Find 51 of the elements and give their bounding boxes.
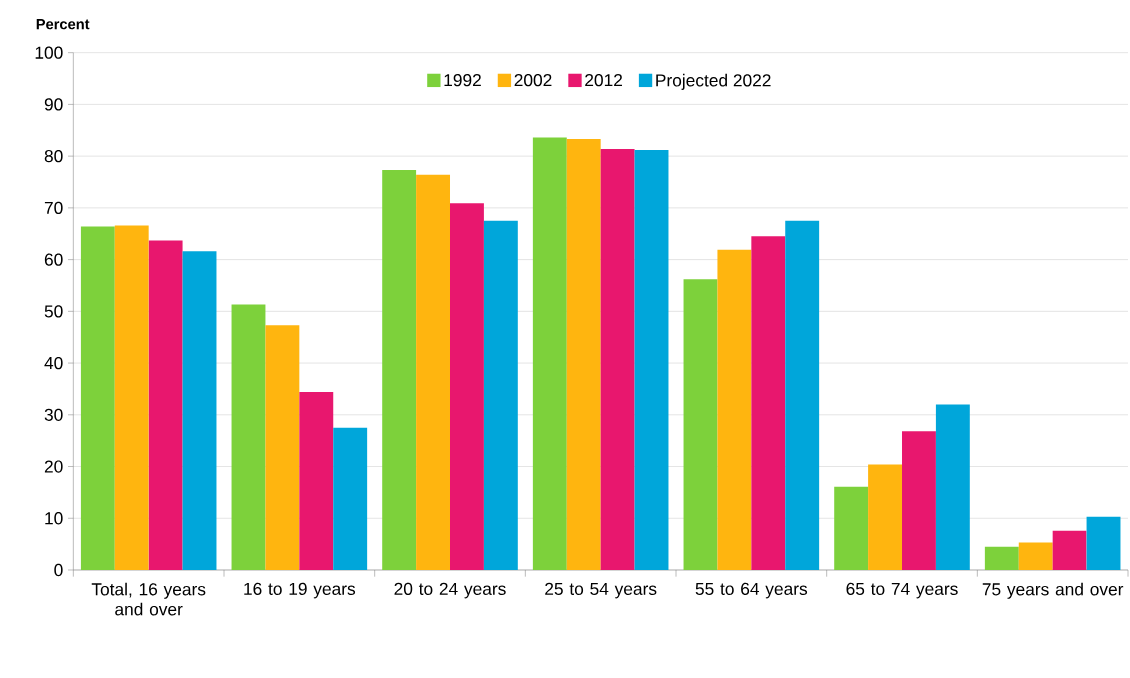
y-tick-label: 70: [44, 201, 63, 214]
bar: [868, 464, 903, 570]
bar: [333, 427, 368, 570]
x-tick-label: 25 to 54 years: [545, 582, 657, 599]
bar: [683, 279, 718, 570]
bar: [265, 325, 300, 570]
bar: [984, 546, 1019, 570]
bar: [600, 148, 635, 570]
x-tick-label: Total, 16 years and over: [91, 582, 206, 616]
x-tick-label: 75 years and over: [982, 582, 1124, 599]
bar: [450, 203, 484, 570]
x-tick-label: 65 to 74 years: [846, 582, 958, 599]
bar: [834, 486, 869, 570]
bar: [751, 236, 786, 570]
bar: [1086, 516, 1121, 570]
x-tick-label: 55 to 64 years: [695, 582, 808, 599]
bar: [935, 404, 970, 570]
bar: [483, 220, 518, 570]
bar: [231, 304, 266, 570]
bar: [416, 174, 451, 570]
y-tick-label: 20: [44, 460, 63, 473]
bar: [148, 240, 183, 570]
y-tick-label: 50: [44, 305, 63, 318]
y-tick-label: 90: [44, 98, 63, 111]
y-tick-label: 10: [45, 512, 63, 525]
y-tick-label: 30: [44, 408, 63, 421]
y-tick-label: 80: [44, 149, 63, 163]
bar: [532, 137, 567, 570]
y-tick-label: 40: [44, 356, 63, 370]
bar: [1018, 542, 1053, 570]
y-axis-title: Percent: [36, 19, 90, 30]
bar: [114, 225, 149, 570]
bar: [634, 149, 669, 570]
legend-label: Projected 2022: [656, 73, 771, 90]
bar: [902, 431, 936, 570]
bar: [382, 170, 417, 570]
bar: [785, 220, 820, 570]
x-tick-label: 20 to 24 years: [394, 582, 506, 599]
bar: [299, 392, 334, 570]
y-tick-label: 60: [44, 253, 63, 266]
legend-label: 1992: [444, 74, 481, 87]
bar: [182, 251, 217, 570]
bar: [80, 226, 115, 570]
y-tick-label: 100: [35, 46, 63, 59]
bar: [1052, 530, 1087, 570]
y-tick-label: 0: [54, 563, 63, 577]
legend-label: 2012: [585, 74, 622, 87]
bar: [566, 139, 601, 570]
x-tick-label: 16 to 19 years: [244, 582, 356, 599]
legend-label: 2002: [514, 74, 552, 87]
bar: [717, 249, 752, 570]
